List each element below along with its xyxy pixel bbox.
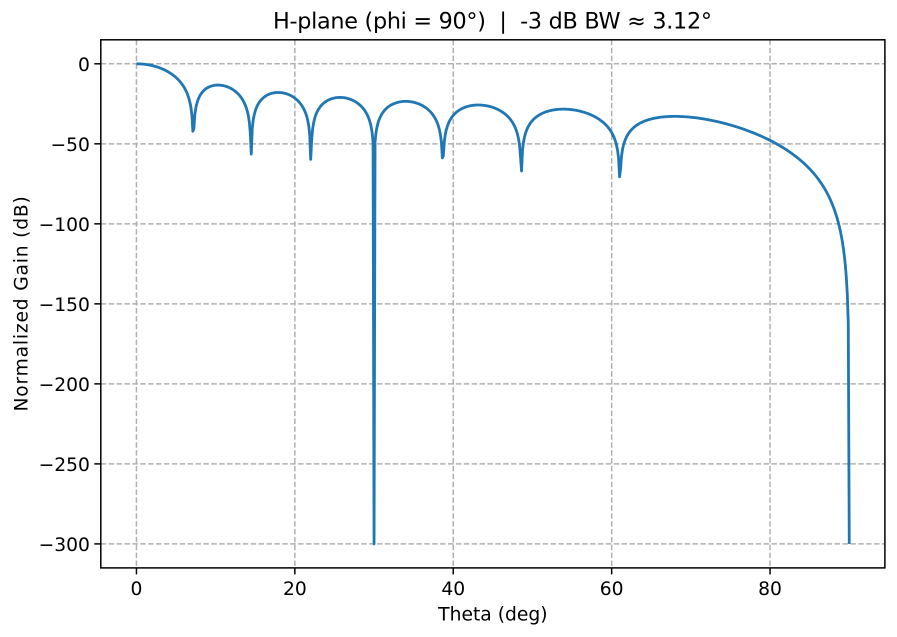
x-tick-label: 20 [283, 579, 307, 600]
y-tick-label: 0 [78, 55, 90, 76]
series-lines [136, 62, 851, 546]
y-tick-labels: 0 −50 −100 −150 −200 −250 −300 [39, 55, 90, 556]
x-axis-label: Theta (deg) [437, 605, 547, 626]
y-tick-label: −150 [39, 295, 90, 316]
x-tick-label: 80 [758, 579, 782, 600]
series-line [136, 62, 851, 546]
tick-marks [94, 63, 771, 575]
y-tick-label: −200 [39, 375, 90, 396]
y-tick-label: −300 [39, 535, 90, 556]
x-tick-label: 40 [441, 579, 465, 600]
plot-border [100, 39, 886, 569]
y-tick-label: −100 [39, 215, 90, 236]
gridlines [100, 39, 885, 568]
y-tick-label: −50 [50, 135, 89, 156]
y-axis-label: Normalized Gain (dB) [12, 196, 33, 411]
axes-spines [100, 39, 886, 569]
x-tick-label: 60 [600, 579, 624, 600]
x-tick-labels: 0 20 40 60 80 [130, 579, 781, 600]
x-tick-label: 0 [130, 579, 142, 600]
chart-title: H-plane (phi = 90°) | -3 dB BW ≈ 3.12° [273, 9, 712, 35]
y-tick-label: −250 [39, 455, 90, 476]
